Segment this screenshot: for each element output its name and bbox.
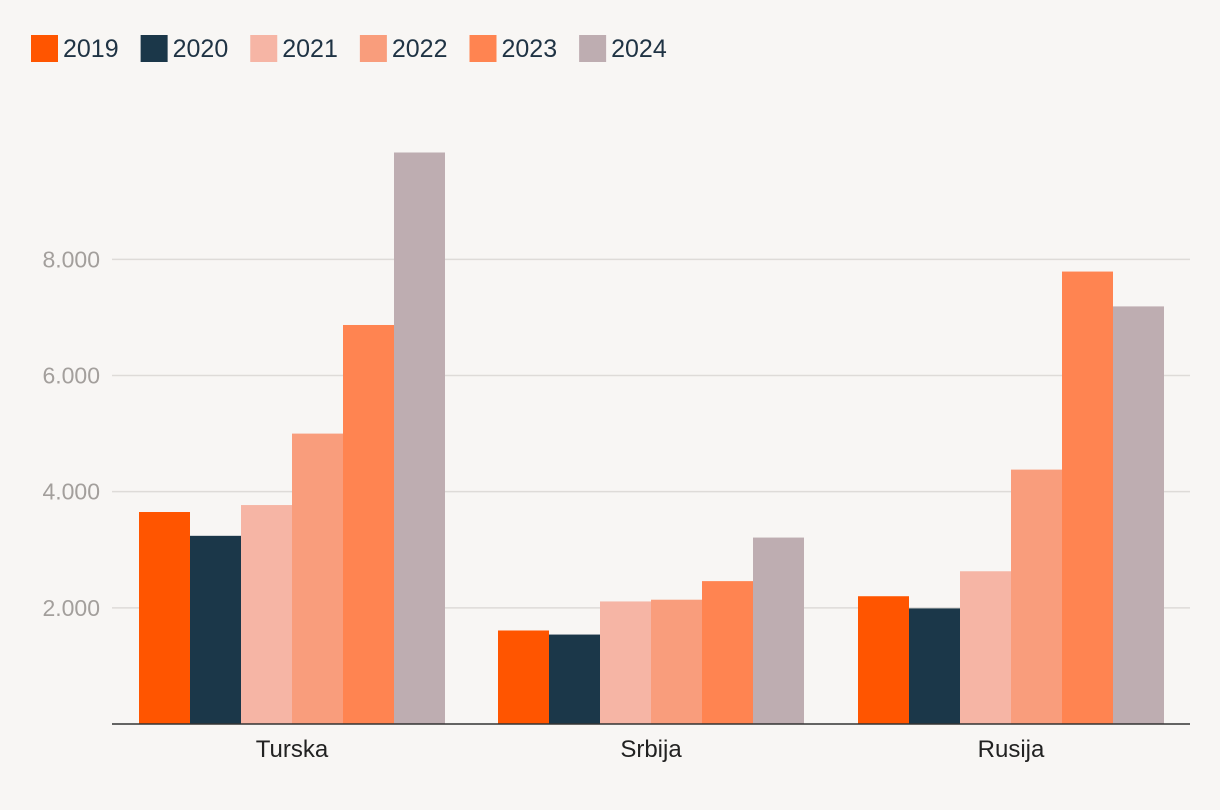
bar-srbija-2021	[600, 601, 651, 724]
category-labels: Turska Srbija Rusija	[256, 736, 1045, 763]
legend-item-2020: 2020	[140, 35, 229, 63]
legend-swatch	[579, 35, 607, 62]
bar-rusija-2023	[1062, 271, 1113, 724]
bar-turska-2022	[292, 433, 343, 724]
legend-item-2022: 2022	[359, 35, 448, 63]
x-tick-label: Turska	[256, 736, 329, 763]
legend-swatch	[140, 35, 168, 62]
legend-item-2023: 2023	[469, 35, 558, 63]
bar-rusija-2021	[960, 571, 1011, 724]
bar-turska-2021	[241, 505, 292, 724]
bar-turska-2024	[394, 152, 445, 724]
legend-label: 2019	[63, 35, 119, 63]
y-axis-tick-labels: 2.000 4.000 6.000 8.000	[42, 246, 100, 620]
bar-rusija-2022	[1011, 469, 1062, 724]
bar-turska-2020	[190, 535, 241, 724]
x-tick-label: Rusija	[978, 736, 1045, 763]
bar-srbija-2024	[753, 537, 804, 724]
legend-swatch	[31, 35, 58, 62]
legend-label: 2020	[173, 35, 229, 63]
legend-item-2021: 2021	[250, 35, 338, 63]
bar-rusija-2024	[1113, 306, 1164, 724]
legend-label: 2023	[502, 35, 558, 63]
y-tick-label: 4.000	[42, 479, 100, 505]
legend-label: 2021	[282, 35, 338, 63]
bars	[139, 152, 1164, 724]
legend-label: 2024	[611, 35, 667, 63]
y-tick-label: 8.000	[42, 246, 100, 272]
y-tick-label: 6.000	[42, 363, 100, 389]
legend-swatch	[359, 35, 387, 62]
legend-swatch	[469, 35, 497, 62]
bar-turska-2023	[343, 324, 394, 724]
bar-srbija-2019	[498, 630, 549, 724]
legend-swatch	[250, 35, 278, 62]
legend-item-2019: 2019	[31, 35, 119, 63]
y-tick-label: 2.000	[42, 595, 100, 621]
bar-rusija-2019	[858, 596, 909, 724]
bar-srbija-2020	[549, 634, 600, 724]
x-tick-label: Srbija	[620, 736, 682, 763]
bar-turska-2019	[139, 512, 190, 724]
bar-srbija-2022	[651, 599, 702, 724]
legend: 2019 2020 2021 2022 2023 2024	[31, 35, 667, 63]
legend-label: 2022	[392, 35, 448, 63]
bar-rusija-2020	[909, 608, 960, 724]
legend-item-2024: 2024	[579, 35, 667, 63]
bar-srbija-2023	[702, 581, 753, 724]
